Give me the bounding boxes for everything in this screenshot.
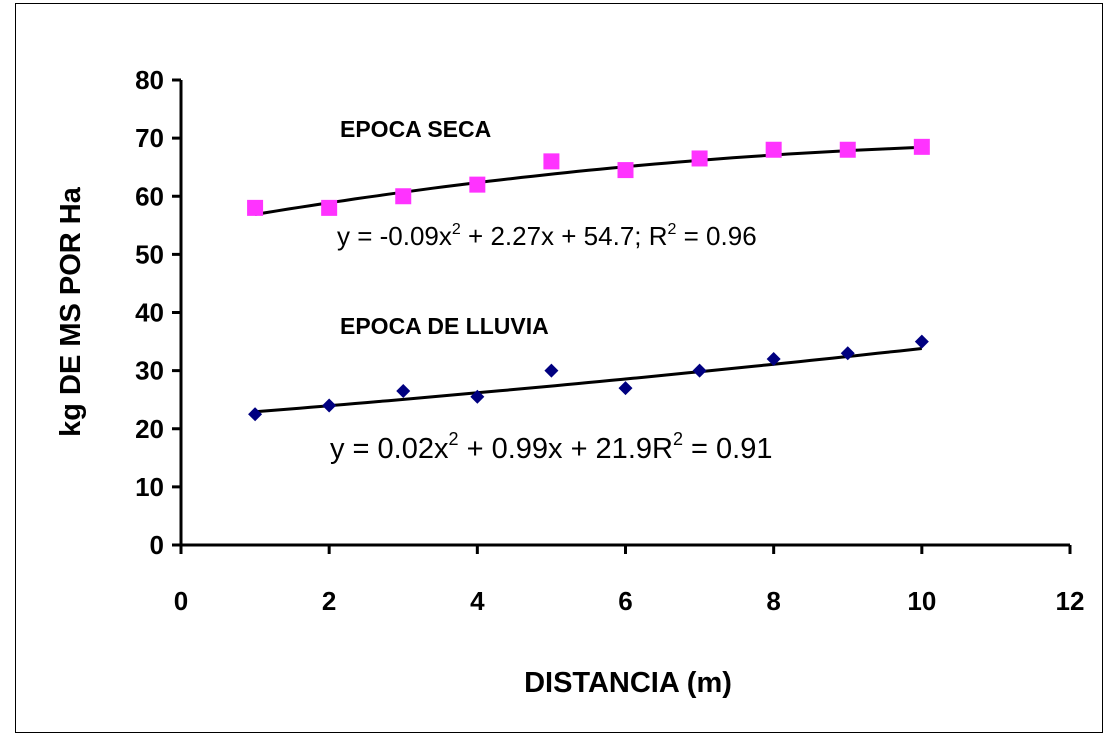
- eq0-sup-b: 2: [668, 221, 677, 238]
- trendline-series-1: [254, 347, 922, 414]
- x-tick-label: 0: [174, 586, 188, 616]
- y-tick-label: 50: [135, 239, 164, 269]
- data-point-epoca-de-lluvia: [914, 334, 929, 349]
- data-point-epoca-de-lluvia: [396, 383, 411, 398]
- data-point-epoca-seca: [839, 141, 856, 158]
- trendline-series-0: [254, 145, 922, 216]
- axes: 0 10 20 30 40 50 60 70 80 0 2 4 6 8 10 12: [135, 65, 1084, 616]
- eq0-part-a: y = -0.09x: [337, 221, 452, 251]
- data-point-epoca-de-lluvia: [618, 381, 633, 396]
- data-point-epoca-seca: [247, 199, 264, 216]
- data-point-epoca-seca: [691, 150, 708, 167]
- data-point-epoca-seca: [617, 162, 634, 179]
- data-point-epoca-seca: [543, 153, 560, 170]
- y-axis-title: kg DE MS POR Ha: [55, 186, 87, 437]
- data-point-epoca-seca: [321, 199, 338, 216]
- eq1-part-b: + 0.99x + 21.9R: [459, 433, 673, 465]
- eq0-part-c: = 0.96: [676, 221, 756, 251]
- x-tick-label: 4: [470, 586, 485, 616]
- y-tick-label: 70: [135, 123, 164, 153]
- trendline-equation-epoca-de-lluvia: y = 0.02x2 + 0.99x + 21.9R2 = 0.91: [330, 429, 772, 465]
- chart-frame: [15, 3, 1103, 733]
- y-tick-label: 60: [135, 181, 164, 211]
- eq0-part-b: + 2.27x + 54.7; R: [461, 221, 668, 251]
- y-tick-label: 20: [135, 414, 164, 444]
- data-points: [247, 138, 930, 422]
- eq1-sup-b: 2: [673, 429, 683, 449]
- y-tick-label: 40: [135, 298, 164, 328]
- y-tick-label: 80: [135, 65, 164, 95]
- x-tick-label: 8: [766, 586, 780, 616]
- data-point-epoca-de-lluvia: [544, 363, 559, 378]
- x-tick-label: 10: [907, 586, 936, 616]
- trendline-equation-epoca-seca: y = -0.09x2 + 2.27x + 54.7; R2 = 0.96: [337, 221, 757, 251]
- data-point-epoca-de-lluvia: [322, 398, 337, 413]
- eq0-sup-a: 2: [452, 221, 461, 238]
- eq1-part-c: = 0.91: [683, 433, 773, 465]
- series-label-epoca-de-lluvia: EPOCA DE LLUVIA: [340, 313, 549, 339]
- data-point-epoca-de-lluvia: [248, 407, 263, 422]
- y-tick-label: 30: [135, 356, 164, 386]
- data-point-epoca-de-lluvia: [470, 389, 485, 404]
- data-point-epoca-seca: [469, 176, 486, 193]
- trendline-equations: y = -0.09x2 + 2.27x + 54.7; R2 = 0.96 y …: [330, 221, 772, 465]
- data-point-epoca-seca: [913, 138, 930, 155]
- x-tick-label: 2: [322, 586, 336, 616]
- x-tick-label: 6: [618, 586, 632, 616]
- y-tick-label: 0: [150, 530, 164, 560]
- eq1-part-a: y = 0.02x: [330, 433, 449, 465]
- x-tick-label: 12: [1056, 586, 1085, 616]
- data-point-epoca-seca: [765, 141, 782, 158]
- data-point-epoca-seca: [395, 188, 412, 205]
- data-point-epoca-de-lluvia: [766, 352, 781, 366]
- series-labels: EPOCA SECA EPOCA DE LLUVIA: [340, 116, 549, 339]
- data-point-epoca-de-lluvia: [692, 363, 707, 378]
- y-tick-label: 10: [135, 472, 164, 502]
- data-point-epoca-de-lluvia: [840, 346, 855, 361]
- x-axis-title: DISTANCIA (m): [524, 667, 732, 699]
- eq1-sup-a: 2: [449, 429, 459, 449]
- series-label-epoca-seca: EPOCA SECA: [340, 116, 491, 142]
- trendlines: [254, 145, 922, 414]
